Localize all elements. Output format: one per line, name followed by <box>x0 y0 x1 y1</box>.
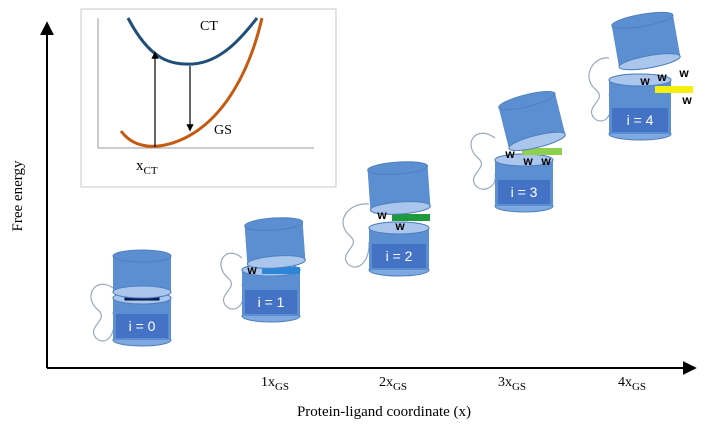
water-label: w <box>639 74 650 88</box>
state-label: i = 2 <box>386 248 413 264</box>
state-0: i = 0 <box>90 249 172 347</box>
water-label: w <box>540 154 551 168</box>
lid-underside <box>618 53 681 71</box>
tick-main: 3x <box>498 375 512 390</box>
state-4: i = 4w w ww <box>588 11 693 141</box>
state-label: i = 1 <box>258 294 285 310</box>
state-1: i = 1 w <box>220 217 306 323</box>
y-axis-label: Free energy <box>10 160 26 231</box>
lid-barrel-top <box>244 217 304 231</box>
water-label: w <box>376 208 387 222</box>
gs-curve-label: GS <box>214 123 232 138</box>
protein-loop <box>342 203 370 268</box>
protein-loop <box>470 132 496 190</box>
state-label: i = 0 <box>129 318 156 334</box>
state-label-box <box>498 180 550 204</box>
tick-sub: GS <box>512 381 526 393</box>
ligand <box>655 86 693 93</box>
state-label-box <box>116 314 168 338</box>
tick-main: 2x <box>379 375 393 390</box>
lid-barrel-top <box>367 161 429 175</box>
water-label: w <box>394 219 405 233</box>
pocket-rim <box>368 221 430 235</box>
water-label: w <box>504 147 515 161</box>
lid-barrel-top <box>112 249 172 263</box>
x-tick-label-4: 4xGS <box>618 375 646 393</box>
state-label: i = 4 <box>627 112 654 128</box>
tick-sub: GS <box>393 381 407 393</box>
lid-barrel-top <box>611 11 674 29</box>
lid-underside <box>112 285 172 299</box>
inset-frame <box>80 8 337 188</box>
state-3: i = 3w w w <box>470 91 566 213</box>
lid-underside <box>369 201 431 215</box>
state-2: i = 2 ww <box>342 161 431 277</box>
lid-barrel-top <box>498 91 556 111</box>
water-label: w <box>522 154 533 168</box>
x-ct-main: x <box>136 158 144 174</box>
protein-loop <box>588 57 612 122</box>
water-label: w <box>656 70 667 84</box>
state-label-box <box>372 244 426 268</box>
lid-barrel-body-mask <box>367 165 431 211</box>
water-label: w <box>678 66 689 80</box>
ligand <box>262 267 300 274</box>
pocket-rim <box>608 73 672 87</box>
tick-sub: GS <box>275 381 289 393</box>
inset-plot: CT GS xCT <box>80 8 337 188</box>
x-ct-label: xCT <box>136 158 158 177</box>
lid-underside <box>246 255 306 269</box>
ct-curve <box>126 17 259 66</box>
ligand <box>392 214 430 221</box>
lid-underside <box>508 131 566 151</box>
protein-loop <box>90 283 115 342</box>
x-tick-label-3: 3xGS <box>498 375 526 393</box>
gs-curve <box>119 17 264 148</box>
lid-barrel-body-mask <box>244 222 306 264</box>
state-label: i = 3 <box>511 184 538 200</box>
water-label: w <box>681 93 692 107</box>
water-label: w <box>246 263 257 277</box>
x-tick-label-1: 1xGS <box>261 375 289 393</box>
protein-loop <box>220 252 244 310</box>
state-label-box <box>612 108 668 132</box>
ligand <box>522 148 562 155</box>
x-tick-labels: 1xGS 2xGS 3xGS 4xGS <box>261 375 646 393</box>
ct-curve-label: CT <box>200 19 218 34</box>
x-axis-label: Protein-ligand coordinate (x) <box>297 404 471 420</box>
tick-sub: GS <box>632 381 646 393</box>
x-ct-sub: CT <box>144 165 158 177</box>
tick-main: 4x <box>618 375 632 390</box>
tick-main: 1x <box>261 375 275 390</box>
x-tick-label-2: 2xGS <box>379 375 407 393</box>
state-label-box <box>245 290 297 314</box>
